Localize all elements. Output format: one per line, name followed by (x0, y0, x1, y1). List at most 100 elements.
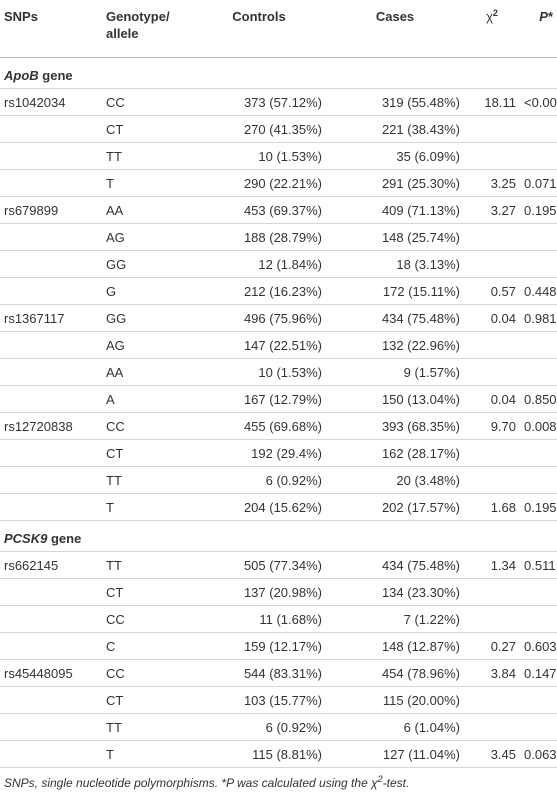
genotype-cell: CT (102, 115, 192, 143)
chi2-cell: 1.34 (464, 551, 520, 579)
snp-cell: rs679899 (0, 196, 102, 224)
cases-cell: 291 (25.30%) (326, 169, 464, 197)
snp-cell (0, 713, 102, 741)
chi2-cell: 0.04 (464, 304, 520, 332)
chi2-cell (464, 466, 520, 494)
snp-cell: rs12720838 (0, 412, 102, 440)
snp-cell (0, 632, 102, 660)
cases-cell: 409 (71.13%) (326, 196, 464, 224)
genotype-cell: TT (102, 713, 192, 741)
controls-cell: 167 (12.79%) (192, 385, 326, 413)
genotype-cell: T (102, 493, 192, 521)
cases-cell: 434 (75.48%) (326, 304, 464, 332)
controls-cell: 496 (75.96%) (192, 304, 326, 332)
chi2-cell (464, 578, 520, 606)
genotype-cell: AG (102, 331, 192, 359)
controls-cell: 10 (1.53%) (192, 358, 326, 386)
snp-cell (0, 250, 102, 278)
data-row: CT 192 (29.4%) 162 (28.17%) (0, 439, 557, 467)
superscript: 2 (377, 774, 383, 784)
chi2-cell: 0.04 (464, 385, 520, 413)
header-row: SNPs Genotype/ allele Controls Cases χ2 … (0, 0, 557, 58)
p-cell: <0.001 (520, 88, 557, 116)
genotype-cell: AA (102, 196, 192, 224)
cases-cell: 134 (23.30%) (326, 578, 464, 606)
gene-suffix: gene (50, 530, 82, 546)
snp-cell (0, 142, 102, 170)
cases-cell: 148 (25.74%) (326, 223, 464, 251)
p-cell: 0.063 (520, 740, 557, 768)
snp-cell: rs662145 (0, 551, 102, 579)
cases-cell: 150 (13.04%) (326, 385, 464, 413)
genotype-cell: TT (102, 466, 192, 494)
cases-cell: 127 (11.04%) (326, 740, 464, 768)
cases-cell: 7 (1.22%) (326, 605, 464, 633)
cases-cell: 115 (20.00%) (326, 686, 464, 714)
data-row: A 167 (12.79%) 150 (13.04%) 0.04 0.850 (0, 385, 557, 413)
controls-cell: 11 (1.68%) (192, 605, 326, 633)
chi2-cell (464, 358, 520, 386)
controls-cell: 204 (15.62%) (192, 493, 326, 521)
data-row: GG 12 (1.84%) 18 (3.13%) (0, 250, 557, 278)
header-cell: P* (520, 0, 557, 58)
genotype-cell: CT (102, 439, 192, 467)
data-row: G 212 (16.23%) 172 (15.11%) 0.57 0.448 (0, 277, 557, 305)
snp-cell (0, 578, 102, 606)
data-row: rs1367117 GG 496 (75.96%) 434 (75.48%) 0.04 0… (0, 304, 557, 332)
footnote-text: -test. (382, 776, 410, 790)
controls-cell: 115 (8.81%) (192, 740, 326, 768)
cases-cell: 393 (68.35%) (326, 412, 464, 440)
section-row: PCSK9 gene (0, 520, 557, 552)
chi2-cell: 0.27 (464, 632, 520, 660)
cases-cell: 172 (15.11%) (326, 277, 464, 305)
snp-cell (0, 466, 102, 494)
cases-cell: 202 (17.57%) (326, 493, 464, 521)
p-cell: 0.981 (520, 304, 557, 332)
table-body: ApoB gene rs1042034 CC 373 (57.12%) 319 (55.… (0, 57, 557, 768)
p-cell: 0.850 (520, 385, 557, 413)
gene-suffix: gene (42, 67, 73, 83)
p-symbol: P (539, 9, 548, 24)
cases-cell: 221 (38.43%) (326, 115, 464, 143)
data-row: CT 270 (41.35%) 221 (38.43%) (0, 115, 557, 143)
snp-cell (0, 115, 102, 143)
chi2-cell: 9.70 (464, 412, 520, 440)
controls-cell: 103 (15.77%) (192, 686, 326, 714)
chi2-cell: 18.11 (464, 88, 520, 116)
data-row: CT 103 (15.77%) 115 (20.00%) (0, 686, 557, 714)
footnote-text: SNPs, single nucleotide polymorphisms. *… (4, 776, 372, 790)
snp-cell: rs1367117 (0, 304, 102, 332)
genotype-cell: GG (102, 304, 192, 332)
p-cell (520, 250, 557, 278)
snp-cell (0, 358, 102, 386)
cases-cell: 6 (1.04%) (326, 713, 464, 741)
controls-cell: 159 (12.17%) (192, 632, 326, 660)
header-cell: χ2 (464, 0, 520, 58)
data-row: rs662145 TT 505 (77.34%) 434 (75.48%) 1.34 0.… (0, 551, 557, 579)
chi2-cell: 3.25 (464, 169, 520, 197)
section-row: ApoB gene (0, 57, 557, 89)
genotype-cell: CT (102, 686, 192, 714)
asterisk: * (547, 9, 553, 24)
p-cell (520, 578, 557, 606)
chi-symbol: χ (486, 9, 493, 24)
chi2-cell: 3.84 (464, 659, 520, 687)
data-row: C 159 (12.17%) 148 (12.87%) 0.27 0.603 (0, 632, 557, 660)
cases-cell: 148 (12.87%) (326, 632, 464, 660)
snp-cell (0, 223, 102, 251)
section-cell: ApoB gene (0, 57, 557, 89)
cases-cell: 35 (6.09%) (326, 142, 464, 170)
controls-cell: 453 (69.37%) (192, 196, 326, 224)
controls-cell: 270 (41.35%) (192, 115, 326, 143)
controls-cell: 147 (22.51%) (192, 331, 326, 359)
p-cell: 0.071 (520, 169, 557, 197)
chi2-cell (464, 331, 520, 359)
header-cell: Cases (326, 0, 464, 58)
genotype-cell: AA (102, 358, 192, 386)
chi2-cell (464, 115, 520, 143)
genotype-cell: T (102, 740, 192, 768)
controls-cell: 12 (1.84%) (192, 250, 326, 278)
genotype-cell: A (102, 385, 192, 413)
cases-cell: 18 (3.13%) (326, 250, 464, 278)
controls-cell: 137 (20.98%) (192, 578, 326, 606)
